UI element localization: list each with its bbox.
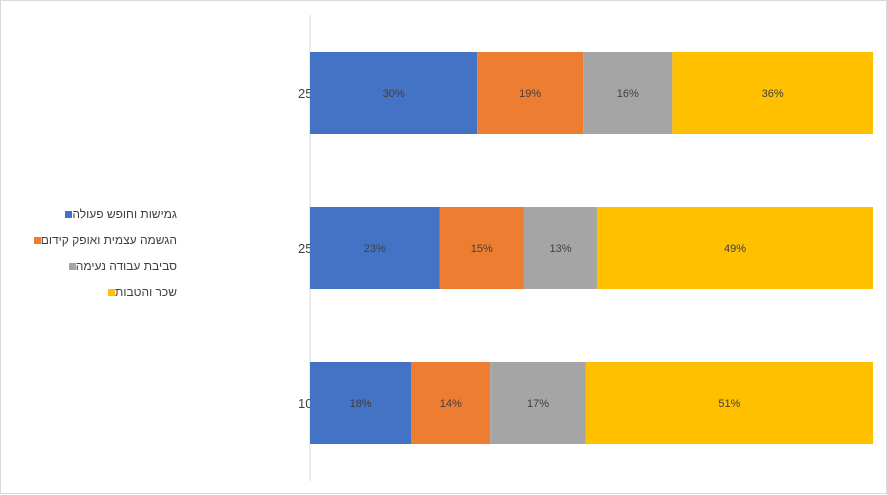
data-label: 14% — [440, 398, 462, 410]
data-label: 49% — [724, 243, 746, 255]
data-label: 30% — [383, 88, 405, 100]
legend: גמישות וחופש פעולה הגשמה עצמית ואופק קידו… — [17, 201, 177, 305]
bar-segment — [477, 52, 584, 134]
data-label: 16% — [617, 88, 639, 100]
data-label: 23% — [364, 243, 386, 255]
legend-item: גמישות וחופש פעולה — [17, 201, 177, 227]
data-label: 36% — [762, 88, 784, 100]
legend-swatch — [68, 262, 76, 270]
legend-swatch — [108, 288, 116, 296]
data-label: 17% — [527, 398, 549, 410]
bar-segment — [490, 362, 586, 444]
bar-segment — [310, 52, 478, 134]
data-label: 13% — [550, 243, 572, 255]
bar-segment — [672, 52, 873, 134]
data-label: 18% — [350, 398, 372, 410]
legend-label: גמישות וחופש פעולה — [72, 207, 177, 221]
legend-label: שכר והטבות — [115, 285, 177, 299]
legend-label: הגשמה עצמית ואופק קידום — [40, 233, 177, 247]
bar-segment — [585, 362, 873, 444]
bar-segment — [439, 207, 524, 289]
legend-item: שכר והטבות — [17, 279, 177, 305]
bar-segment — [411, 362, 491, 444]
bar-segment — [583, 52, 673, 134]
bar-segment — [523, 207, 598, 289]
data-label: 51% — [718, 398, 740, 410]
bar-segment — [310, 362, 412, 444]
bar-segment — [310, 207, 440, 289]
legend-swatch — [65, 210, 73, 218]
data-label: 19% — [519, 88, 541, 100]
data-label: 15% — [471, 243, 493, 255]
bar-segment — [597, 207, 873, 289]
legend-swatch — [33, 236, 41, 244]
legend-label: סביבת עבודה נעימה — [75, 259, 177, 273]
legend-item: סביבת עבודה נעימה — [17, 253, 177, 279]
legend-item: הגשמה עצמית ואופק קידום — [17, 227, 177, 253]
